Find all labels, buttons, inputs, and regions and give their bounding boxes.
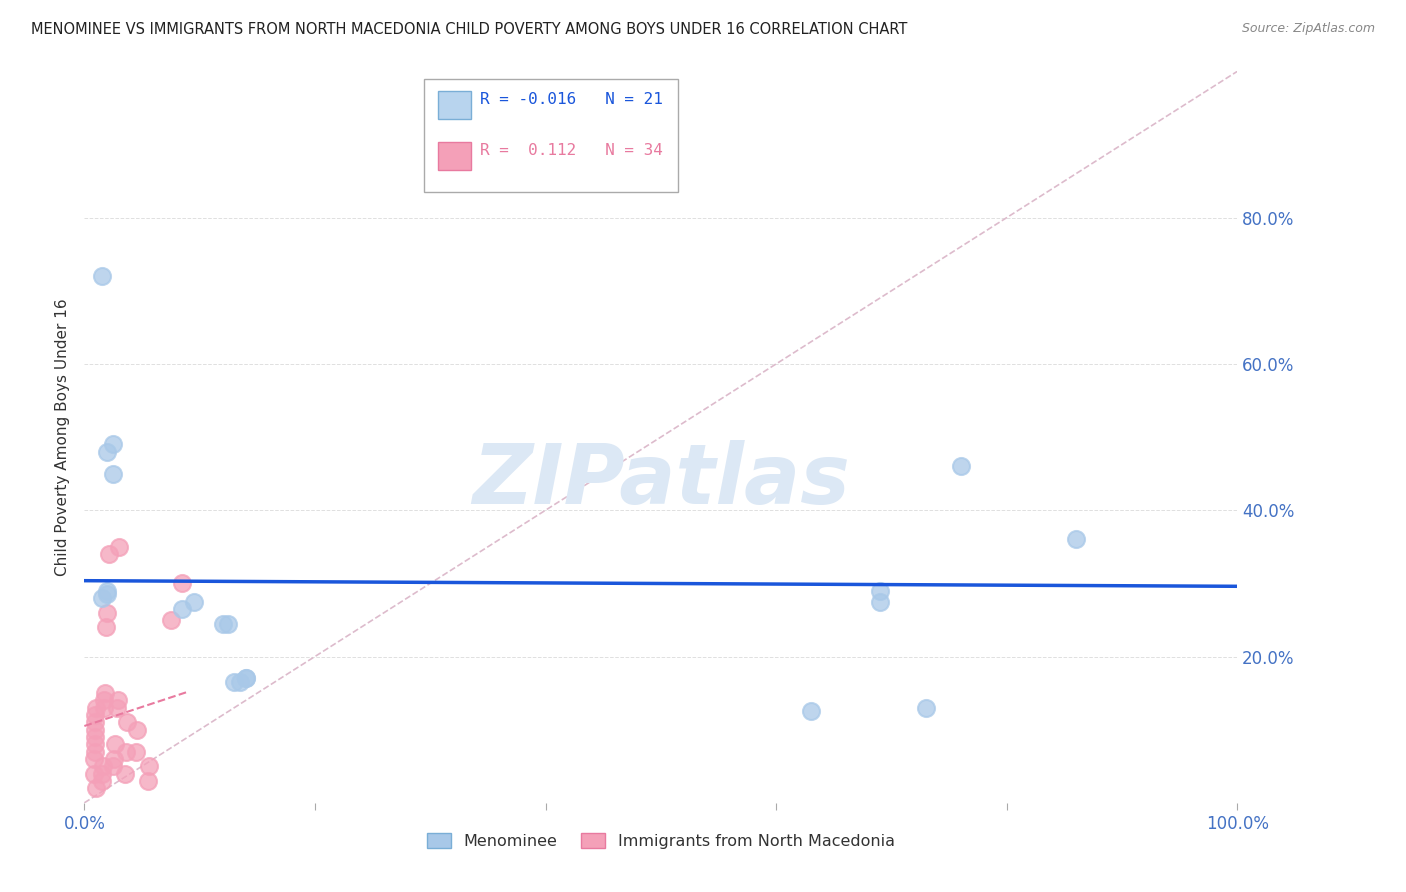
Point xyxy=(96,444,118,458)
Point xyxy=(229,675,252,690)
Point xyxy=(869,594,891,608)
FancyBboxPatch shape xyxy=(425,78,678,192)
Point xyxy=(105,700,128,714)
Point xyxy=(83,708,105,723)
Point xyxy=(224,675,246,690)
Point xyxy=(83,730,105,744)
Legend: Menominee, Immigrants from North Macedonia: Menominee, Immigrants from North Macedon… xyxy=(419,825,903,857)
Point xyxy=(93,693,115,707)
Point xyxy=(90,766,112,780)
FancyBboxPatch shape xyxy=(439,143,471,170)
Point xyxy=(114,766,136,780)
Point xyxy=(235,672,257,686)
Text: R =  0.112   N = 34: R = 0.112 N = 34 xyxy=(479,143,662,158)
Point xyxy=(103,752,125,766)
Point xyxy=(915,700,938,714)
Text: R = -0.016   N = 21: R = -0.016 N = 21 xyxy=(479,92,662,107)
Text: ZIPatlas: ZIPatlas xyxy=(472,441,849,522)
Point xyxy=(107,693,129,707)
Point xyxy=(90,591,112,605)
Point xyxy=(160,613,183,627)
Point xyxy=(136,773,159,788)
Point xyxy=(103,759,124,773)
Y-axis label: Child Poverty Among Boys Under 16: Child Poverty Among Boys Under 16 xyxy=(55,298,70,576)
Point xyxy=(218,616,240,631)
Point xyxy=(96,583,118,598)
Point xyxy=(172,576,194,591)
Text: MENOMINEE VS IMMIGRANTS FROM NORTH MACEDONIA CHILD POVERTY AMONG BOYS UNDER 16 C: MENOMINEE VS IMMIGRANTS FROM NORTH MACED… xyxy=(31,22,907,37)
Point xyxy=(103,437,124,451)
Point xyxy=(235,672,257,686)
Point xyxy=(94,686,117,700)
Point xyxy=(93,700,115,714)
Point xyxy=(83,715,105,730)
Point xyxy=(83,723,105,737)
Point xyxy=(83,737,105,751)
Point xyxy=(97,547,120,561)
Point xyxy=(869,583,891,598)
Point xyxy=(104,737,127,751)
Point xyxy=(115,745,138,759)
Point xyxy=(96,620,118,634)
FancyBboxPatch shape xyxy=(439,91,471,119)
Point xyxy=(91,759,114,773)
Point xyxy=(127,723,149,737)
Point xyxy=(83,745,105,759)
Point xyxy=(172,602,194,616)
Point xyxy=(949,459,972,474)
Point xyxy=(1064,533,1087,547)
Point xyxy=(115,715,138,730)
Point xyxy=(84,700,107,714)
Point xyxy=(96,606,118,620)
Point xyxy=(96,587,118,601)
Point xyxy=(183,594,205,608)
Point xyxy=(211,616,233,631)
Text: Source: ZipAtlas.com: Source: ZipAtlas.com xyxy=(1241,22,1375,36)
Point xyxy=(90,269,112,284)
Point xyxy=(138,759,160,773)
Point xyxy=(125,745,148,759)
Point xyxy=(90,773,112,788)
Point xyxy=(108,540,131,554)
Point xyxy=(83,752,105,766)
Point xyxy=(84,781,107,796)
Point xyxy=(800,705,823,719)
Point xyxy=(103,467,124,481)
Point xyxy=(83,766,105,780)
